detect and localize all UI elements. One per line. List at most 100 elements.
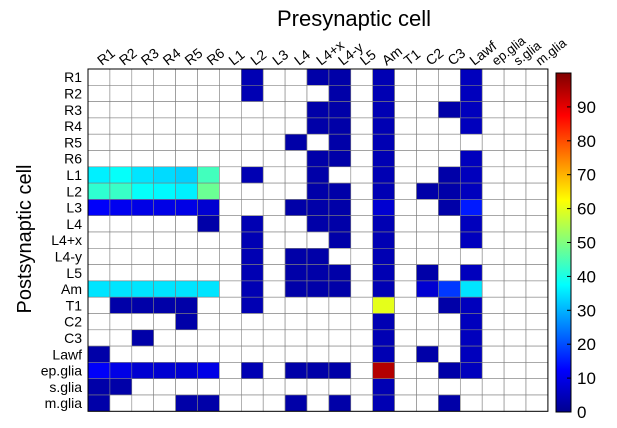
heatmap-cell — [438, 248, 461, 265]
heatmap-cell — [350, 150, 373, 168]
heatmap-cell — [197, 215, 220, 233]
heatmap-cell — [328, 378, 352, 396]
heatmap-cell — [328, 150, 352, 168]
heatmap-cell — [394, 215, 417, 233]
heatmap-cell — [438, 264, 461, 282]
heatmap-cell — [394, 280, 417, 298]
heatmap-cell — [416, 248, 439, 265]
heatmap-cell — [241, 345, 264, 363]
heatmap-cell — [459, 117, 483, 135]
heatmap-cell — [262, 150, 286, 168]
heatmap-cell — [438, 199, 461, 216]
heatmap-cell — [131, 117, 155, 135]
heatmap-cell — [350, 215, 373, 233]
heatmap-cell — [459, 133, 483, 151]
heatmap-cell — [219, 68, 242, 86]
heatmap-cell — [394, 150, 417, 168]
heatmap-cell — [459, 280, 483, 298]
heatmap-cell — [175, 231, 198, 249]
heatmap-cell — [481, 101, 505, 119]
heatmap-cell — [481, 150, 505, 168]
heatmap-cell — [131, 264, 155, 282]
heatmap-cell — [503, 150, 527, 168]
heatmap-cell — [372, 231, 395, 249]
heatmap-cell — [394, 85, 417, 102]
heatmap-cell — [284, 394, 308, 412]
heatmap-cell — [416, 117, 439, 135]
heatmap-cell — [87, 264, 111, 282]
heatmap-cell — [481, 248, 505, 265]
heatmap-cell — [153, 329, 176, 347]
heatmap-cell — [525, 133, 549, 151]
heatmap-cell — [241, 264, 264, 282]
heatmap-cell — [438, 68, 461, 86]
x-tick-label: R1 — [94, 45, 118, 69]
heatmap-cell — [219, 296, 242, 314]
heatmap-cell — [109, 182, 133, 200]
heatmap-cell — [197, 280, 220, 298]
heatmap-cell — [394, 68, 417, 86]
heatmap-cell — [416, 166, 439, 184]
colorbar-tick-label: 70 — [577, 166, 596, 185]
heatmap-cell — [219, 231, 242, 249]
heatmap-cell — [328, 345, 352, 363]
heatmap-cell — [262, 280, 286, 298]
heatmap-cell — [219, 264, 242, 282]
heatmap-cells — [87, 68, 549, 412]
heatmap-cell — [416, 133, 439, 151]
heatmap-cell — [394, 296, 417, 314]
heatmap-cell — [459, 85, 483, 102]
heatmap-cell — [306, 166, 330, 184]
heatmap-cell — [394, 394, 417, 412]
heatmap-cell — [197, 329, 220, 347]
heatmap-cell — [219, 378, 242, 396]
heatmap-cell — [328, 394, 352, 412]
heatmap-cell — [241, 101, 264, 119]
heatmap-cell — [262, 199, 286, 216]
heatmap-cell — [328, 313, 352, 331]
heatmap-cell — [87, 133, 111, 151]
heatmap-cell — [131, 345, 155, 363]
heatmap-cell — [87, 231, 111, 249]
heatmap-cell — [175, 101, 198, 119]
y-tick-label: R1 — [64, 69, 82, 85]
heatmap-cell — [328, 296, 352, 314]
heatmap-cell — [372, 345, 395, 363]
heatmap-cell — [197, 133, 220, 151]
heatmap-cell — [306, 133, 330, 151]
heatmap-cell — [481, 133, 505, 151]
heatmap-cell — [109, 101, 133, 119]
y-tick-label: R5 — [64, 134, 82, 150]
heatmap-cell — [219, 313, 242, 331]
heatmap-cell — [503, 166, 527, 184]
heatmap-cell — [525, 182, 549, 200]
heatmap-cell — [306, 117, 330, 135]
heatmap-cell — [241, 150, 264, 168]
heatmap-cell — [109, 345, 133, 363]
heatmap-cell — [350, 296, 373, 314]
heatmap-cell — [350, 182, 373, 200]
heatmap-cell — [219, 345, 242, 363]
heatmap-cell — [131, 280, 155, 298]
heatmap-cell — [131, 394, 155, 412]
heatmap-cell — [394, 166, 417, 184]
heatmap-cell — [372, 264, 395, 282]
heatmap-cell — [241, 248, 264, 265]
heatmap-cell — [241, 296, 264, 314]
heatmap-cell — [503, 117, 527, 135]
heatmap-cell — [241, 394, 264, 412]
heatmap-cell — [372, 117, 395, 135]
heatmap-cell — [153, 68, 176, 86]
heatmap-cell — [175, 394, 198, 412]
x-tick-label: R4 — [160, 45, 184, 69]
x-tick-label: R5 — [182, 45, 206, 69]
heatmap-cell — [372, 166, 395, 184]
heatmap-cell — [241, 313, 264, 331]
heatmap-cell — [131, 85, 155, 102]
heatmap-cell — [328, 101, 352, 119]
heatmap-cell — [175, 313, 198, 331]
heatmap-cell — [284, 166, 308, 184]
heatmap-cell — [438, 166, 461, 184]
heatmap-cell — [109, 362, 133, 379]
